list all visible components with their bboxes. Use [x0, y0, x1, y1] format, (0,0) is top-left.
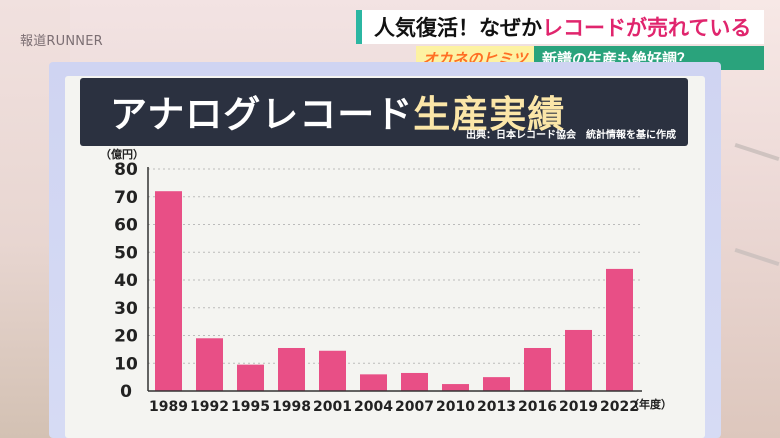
y-tick-label: 20	[114, 327, 138, 347]
headline-pink-text: レコードが売れている	[542, 16, 752, 40]
x-tick-label: 2022	[600, 399, 639, 415]
bar-2007	[401, 372, 428, 391]
program-logo: 報道RUNNER	[20, 34, 103, 49]
x-tick-label: 1992	[190, 399, 229, 415]
x-tick-label: 2001	[313, 399, 352, 415]
bar-1989	[155, 191, 182, 391]
x-axis-unit: （年度）	[628, 397, 672, 411]
y-tick-label: 50	[114, 243, 138, 263]
bar-1995	[237, 364, 264, 391]
bar-2001	[319, 350, 346, 391]
bar-1992	[196, 338, 223, 391]
bar-1998	[278, 347, 305, 391]
y-tick-labels: 0 10 20 30 40 50 60 70 80	[114, 160, 138, 402]
bar-2013	[483, 377, 510, 391]
y-axis-unit: （億円）	[100, 147, 144, 161]
y-tick-label: 70	[114, 188, 138, 208]
x-tick-label: 1995	[231, 399, 270, 415]
bar-2004	[360, 374, 387, 391]
bars	[155, 191, 633, 391]
y-tick-label: 30	[114, 299, 138, 319]
x-tick-label: 2010	[436, 399, 475, 415]
gridlines	[148, 168, 640, 364]
y-tick-label: 80	[114, 160, 138, 180]
y-tick-label: 40	[114, 271, 138, 291]
x-tick-label: 2007	[395, 399, 434, 415]
bar-2022	[606, 268, 633, 391]
chart-title: アナログレコード生産実績	[110, 84, 565, 138]
x-tick-label: 2004	[354, 399, 393, 415]
x-tick-label: 2016	[518, 399, 557, 415]
chart-title-bar: アナログレコード生産実績 出典：日本レコード協会 統計情報を基に作成	[80, 78, 688, 146]
x-tick-label: 1989	[149, 399, 188, 415]
y-tick-label: 0	[120, 382, 132, 402]
chart-title-accent: 生産実績	[413, 93, 566, 136]
y-tick-label: 10	[114, 354, 138, 374]
bar-2019	[565, 329, 592, 391]
bar-2010	[442, 384, 469, 391]
chart-title-main: アナログレコード	[110, 93, 414, 136]
x-tick-label: 1998	[272, 399, 311, 415]
headline-black-text: 人気復活！なぜか	[374, 16, 542, 40]
studio-background-right	[720, 0, 780, 438]
headline-banner: 人気復活！なぜか レコードが売れている	[356, 10, 764, 44]
chart-source-note: 出典：日本レコード協会 統計情報を基に作成	[466, 130, 676, 141]
x-tick-label: 2013	[477, 399, 516, 415]
y-tick-label: 60	[114, 216, 138, 236]
bar-2016	[524, 347, 551, 391]
x-tick-labels: 1989 1992 1995 1998 2001 2004 2007 2010 2013 2016…	[149, 399, 639, 415]
x-tick-label: 2019	[559, 399, 598, 415]
